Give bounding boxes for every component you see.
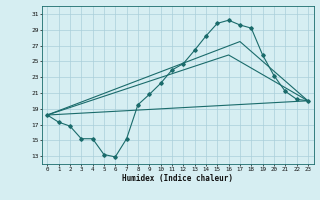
X-axis label: Humidex (Indice chaleur): Humidex (Indice chaleur): [122, 174, 233, 183]
